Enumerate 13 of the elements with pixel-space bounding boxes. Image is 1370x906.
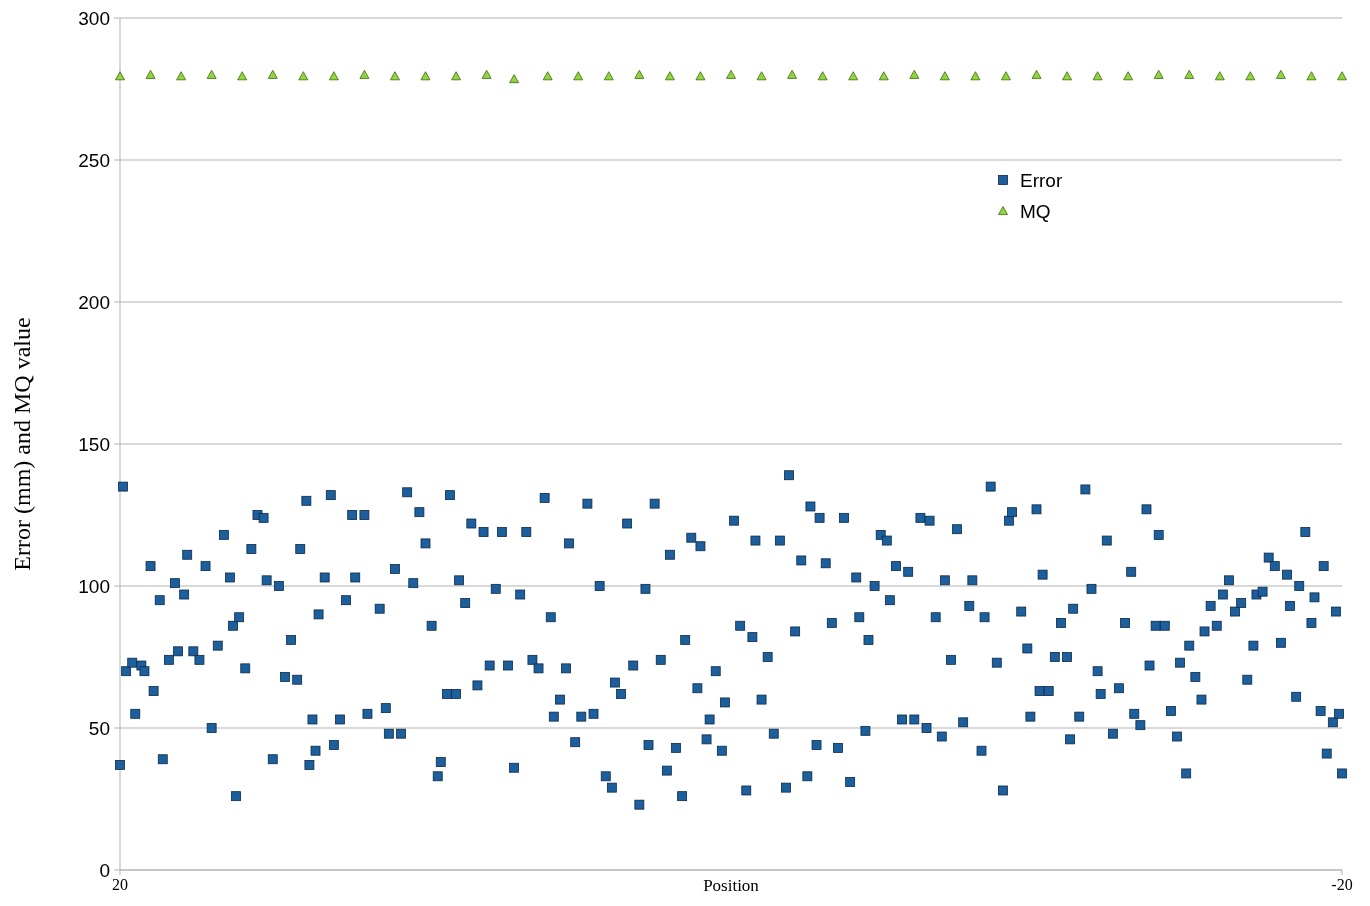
y-axis-title: Error (mm) and MQ value <box>9 317 35 571</box>
y-tick-label: 200 <box>78 291 110 313</box>
x-tick-label: -20 <box>1331 876 1353 893</box>
y-tick-label: 250 <box>78 149 110 171</box>
y-tick-label: 300 <box>78 7 110 29</box>
legend-label: Error <box>1020 169 1063 191</box>
legend-label: MQ <box>1020 200 1051 222</box>
y-tick-label: 100 <box>78 575 110 597</box>
y-tick-label: 50 <box>88 717 110 739</box>
x-tick-label: 20 <box>112 876 128 893</box>
y-tick-label: 0 <box>99 859 110 881</box>
y-tick-label: 150 <box>78 433 110 455</box>
x-axis-title: Position <box>703 876 760 895</box>
